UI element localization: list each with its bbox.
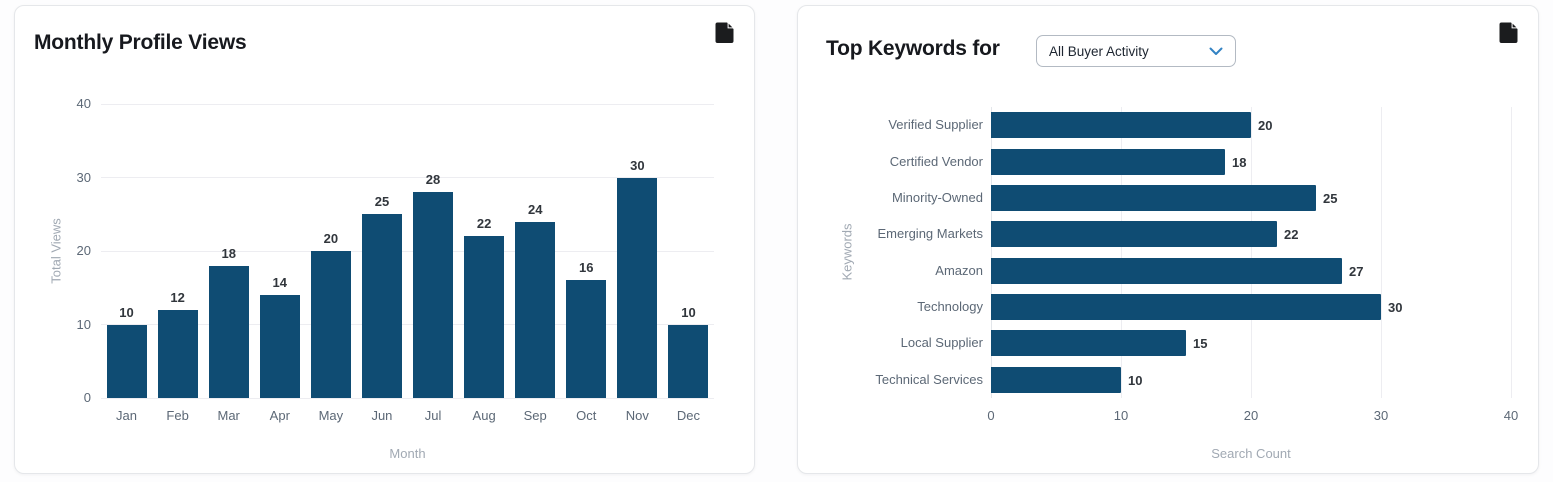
bar-certified-vendor: [991, 148, 1225, 175]
x-category-label: Feb: [166, 408, 189, 423]
gridline: [101, 324, 714, 325]
bar-value-label: 30: [630, 157, 645, 173]
x-axis-title: Month: [389, 446, 426, 461]
gridline: [1510, 107, 1512, 398]
bar-value-label: 20: [323, 231, 339, 246]
bar-value-label: 10: [119, 304, 134, 320]
bar-may: [310, 251, 351, 398]
bar-technology: [991, 294, 1381, 321]
x-category-label: Oct: [576, 408, 597, 423]
bar-value-label: 14: [272, 275, 288, 291]
bar-value-label: 15: [1193, 336, 1208, 352]
x-tick-label: 20: [1243, 408, 1259, 423]
bar-apr: [259, 295, 300, 398]
bar-jun: [361, 214, 402, 398]
bar-minority-owned: [991, 184, 1316, 211]
y-category-label: Emerging Markets: [877, 226, 983, 242]
panel-title-top-keywords: Top Keywords for: [826, 37, 1000, 60]
y-tick-label: 20: [76, 243, 91, 258]
y-category-label: Verified Supplier: [888, 117, 983, 133]
export-report-button[interactable]: [1494, 18, 1522, 46]
bar-value-label: 27: [1349, 263, 1364, 279]
monthly-views-bar-chart: 0 10 20 30 40 10 Jan 12 Feb 18 Mar 14 Apr 20 May 25 Jun 2…: [77, 96, 714, 423]
gridline: [1120, 107, 1122, 398]
bar-mar: [208, 265, 249, 398]
gridline: [101, 103, 714, 105]
y-axis-title: Keywords: [839, 223, 855, 281]
bar-oct: [566, 280, 607, 398]
document-icon: [715, 21, 734, 43]
x-category-label: May: [318, 408, 344, 423]
bar-value-label: 22: [1284, 227, 1299, 243]
y-category-label: Certified Vendor: [889, 153, 983, 169]
bar-nov: [617, 177, 658, 398]
dropdown-selected-value: All Buyer Activity: [1049, 43, 1149, 59]
gridline: [101, 177, 714, 178]
y-category-label: Amazon: [935, 262, 983, 278]
gridline: [1250, 107, 1252, 398]
chevron-down-icon: [1209, 47, 1223, 55]
bar-verified-supplier: [991, 112, 1251, 139]
y-category-label: Technical Services: [875, 371, 983, 387]
bar-value-label: 20: [1258, 118, 1273, 134]
x-category-label: Jun: [371, 408, 393, 423]
bar-value-label: 16: [579, 260, 594, 276]
export-report-button[interactable]: [710, 18, 738, 46]
bar-value-label: 25: [374, 194, 390, 210]
gridline: [101, 397, 714, 399]
x-tick-label: 0: [987, 408, 995, 423]
bar-value-label: 22: [476, 216, 492, 232]
bar-value-label: 18: [1232, 154, 1247, 170]
axis-baseline: [990, 107, 992, 398]
y-tick-label: 0: [83, 390, 91, 405]
x-category-label: Dec: [676, 408, 700, 423]
x-category-label: Jul: [424, 408, 442, 423]
bar-dec: [668, 324, 709, 398]
y-tick-label: 10: [76, 316, 91, 332]
bar-technical-services: [991, 366, 1121, 393]
bar-local-supplier: [991, 330, 1186, 357]
top-keywords-bar-chart: 0 10 20 30 40 20 Verified Supplier 18 Certified …: [875, 107, 1518, 423]
bar-value-label: 18: [221, 245, 236, 261]
bar-feb: [157, 309, 198, 398]
bar-value-label: 10: [681, 304, 696, 320]
x-category-label: Aug: [472, 408, 496, 423]
y-category-label: Minority-Owned: [891, 189, 983, 205]
gridline: [1380, 107, 1382, 398]
bar-jul: [413, 192, 454, 398]
y-tick-label: 30: [76, 169, 91, 185]
y-axis-title: Total Views: [48, 218, 64, 284]
bar-emerging-markets: [991, 221, 1277, 248]
bar-value-label: 30: [1388, 300, 1403, 316]
bar-value-label: 28: [425, 172, 441, 188]
x-tick-label: 10: [1113, 408, 1129, 423]
bar-amazon: [991, 257, 1342, 284]
gridline: [101, 250, 714, 252]
bar-aug: [464, 236, 505, 398]
x-category-label: Jan: [116, 408, 138, 423]
x-category-label: Nov: [625, 408, 649, 423]
x-tick-label: 30: [1373, 408, 1389, 423]
y-category-label: Technology: [917, 299, 983, 315]
panel-title-monthly-profile-views: Monthly Profile Views: [34, 31, 247, 54]
x-category-label: Apr: [269, 408, 290, 423]
y-category-label: Local Supplier: [900, 335, 983, 351]
x-category-label: Mar: [217, 408, 240, 423]
bar-sep: [515, 221, 556, 398]
y-tick-label: 40: [76, 96, 91, 111]
bar-value-label: 10: [1128, 372, 1143, 388]
top-keywords-card: Top Keywords for All Buyer Activity 0 10 2…: [797, 5, 1539, 474]
x-tick-label: 40: [1503, 408, 1519, 423]
bar-value-label: 25: [1323, 190, 1338, 206]
monthly-profile-views-card: Monthly Profile Views 0 10 20 30 40 10 Jan 12 Fe…: [14, 5, 755, 474]
bar-value-label: 24: [527, 201, 543, 217]
x-axis-title: Search Count: [1211, 446, 1291, 461]
bar-value-label: 12: [170, 289, 185, 305]
bar-jan: [106, 324, 147, 398]
document-icon: [1499, 21, 1518, 43]
buyer-activity-dropdown[interactable]: All Buyer Activity: [1036, 35, 1236, 67]
x-category-label: Sep: [523, 408, 547, 423]
